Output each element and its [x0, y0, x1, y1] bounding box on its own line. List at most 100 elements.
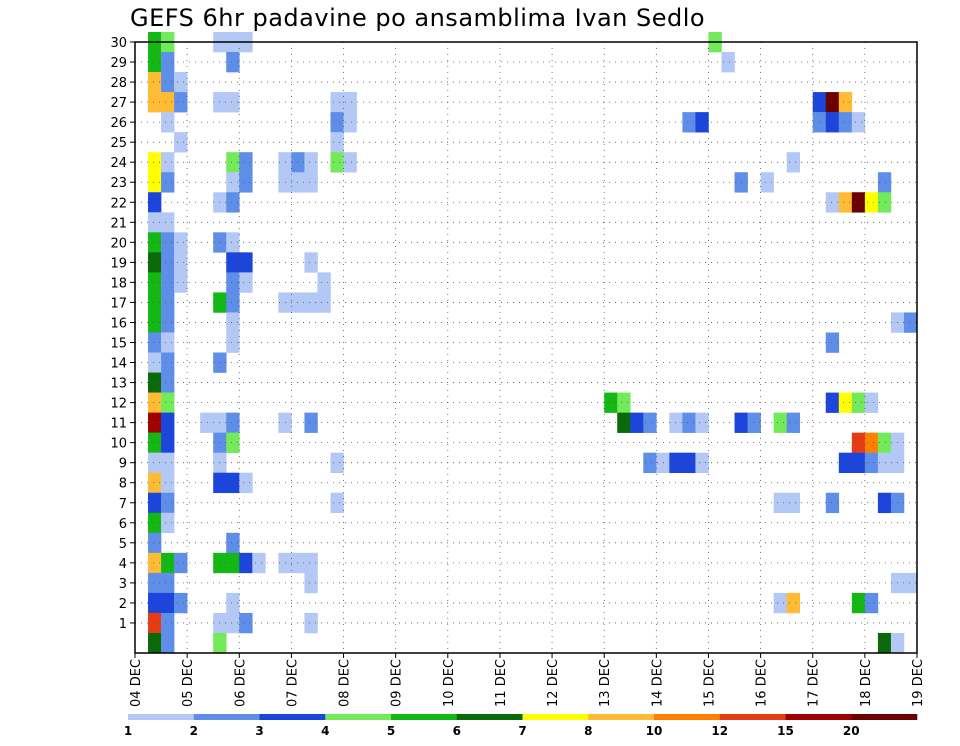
data-cell [148, 492, 162, 514]
data-cell [161, 232, 175, 253]
data-cell [148, 232, 162, 253]
data-cell [682, 112, 696, 133]
x-tick-label: 15 DEC [702, 659, 717, 707]
colorbar-label: 10 [646, 724, 663, 738]
data-cell [838, 392, 853, 413]
data-cell [825, 112, 840, 133]
data-cell [226, 312, 240, 333]
x-tick-label: 17 DEC [807, 659, 822, 707]
x-tick-label: 14 DEC [650, 659, 665, 707]
data-cell [304, 172, 318, 193]
data-cell [148, 512, 162, 534]
data-cell [226, 252, 240, 273]
data-cell [148, 332, 162, 353]
data-cell [148, 572, 162, 594]
colorbar-segment [588, 714, 655, 720]
data-cell [161, 332, 175, 353]
y-tick-label: 23 [110, 176, 127, 191]
data-cell [851, 392, 866, 413]
data-cell [773, 492, 787, 514]
data-cell [643, 412, 657, 433]
data-cell [291, 552, 305, 574]
colorbar-label: 6 [453, 724, 461, 738]
data-cell [291, 152, 305, 173]
data-cell [161, 412, 175, 433]
y-tick-label: 20 [110, 236, 127, 251]
y-tick-label: 24 [110, 156, 127, 171]
x-tick-label: 07 DEC [285, 659, 300, 707]
colorbar-segment [654, 714, 721, 720]
data-cell [825, 332, 840, 353]
data-cell [161, 352, 175, 373]
data-cell [226, 232, 240, 253]
data-cell [161, 572, 175, 594]
data-cell [174, 132, 188, 153]
data-cell [148, 92, 162, 113]
y-tick-label: 22 [110, 196, 127, 211]
data-cell [161, 272, 175, 293]
data-cell [148, 252, 162, 273]
data-cell [148, 192, 162, 213]
y-tick-label: 6 [119, 517, 127, 532]
data-cell [330, 152, 344, 173]
data-cell [148, 552, 162, 574]
data-cell [903, 572, 918, 594]
data-cell [304, 572, 318, 594]
data-cell [877, 492, 892, 514]
data-cell [148, 292, 162, 313]
x-tick-label: 06 DEC [233, 659, 248, 707]
y-tick-label: 8 [119, 477, 127, 492]
data-cell [604, 392, 618, 413]
y-tick-label: 14 [110, 357, 127, 372]
data-cell [148, 612, 162, 634]
colorbar-label: 1 [124, 724, 132, 738]
y-tick-label: 3 [119, 577, 127, 592]
colorbar-label: 20 [843, 724, 860, 738]
data-cell [838, 112, 853, 133]
data-cell [174, 72, 188, 93]
colorbar-segment [193, 714, 260, 720]
data-cell [148, 592, 162, 614]
data-cell [226, 552, 240, 574]
data-cell [148, 372, 162, 393]
data-cell [682, 412, 696, 433]
colorbar-segment [325, 714, 392, 720]
y-tick-label: 21 [110, 216, 127, 231]
data-cell [148, 412, 162, 433]
data-cell [226, 172, 240, 193]
x-tick-label: 19 DEC [911, 659, 926, 707]
data-cell [148, 452, 162, 474]
y-tick-label: 17 [110, 296, 127, 311]
data-cell [330, 92, 344, 113]
data-cell [148, 352, 162, 373]
y-tick-label: 5 [119, 537, 127, 552]
data-cell [786, 152, 800, 173]
data-cell [161, 72, 175, 93]
y-tick-label: 27 [110, 96, 127, 111]
data-cell [226, 332, 240, 353]
data-cell [226, 292, 240, 313]
data-cell [617, 412, 631, 433]
data-cell [161, 592, 175, 614]
data-cell [174, 92, 188, 113]
y-tick-label: 29 [110, 56, 127, 71]
colorbar-segment [456, 714, 523, 720]
data-cell [161, 212, 175, 233]
data-cell [148, 432, 162, 453]
data-cell [174, 552, 188, 574]
data-cell [239, 252, 253, 273]
data-cell [304, 612, 318, 634]
data-cell [174, 232, 188, 253]
data-cell [161, 392, 175, 413]
data-cell [786, 592, 800, 614]
colorbar-label: 5 [387, 724, 395, 738]
data-cell [161, 492, 175, 514]
y-tick-label: 26 [110, 116, 127, 131]
data-cell [239, 272, 253, 293]
colorbar-label: 4 [321, 724, 329, 738]
data-cell [239, 472, 253, 494]
data-cell [252, 552, 266, 574]
chart-title: GEFS 6hr padavine po ansamblima Ivan Sed… [130, 4, 706, 32]
data-cell [226, 472, 240, 494]
data-cell [864, 392, 879, 413]
